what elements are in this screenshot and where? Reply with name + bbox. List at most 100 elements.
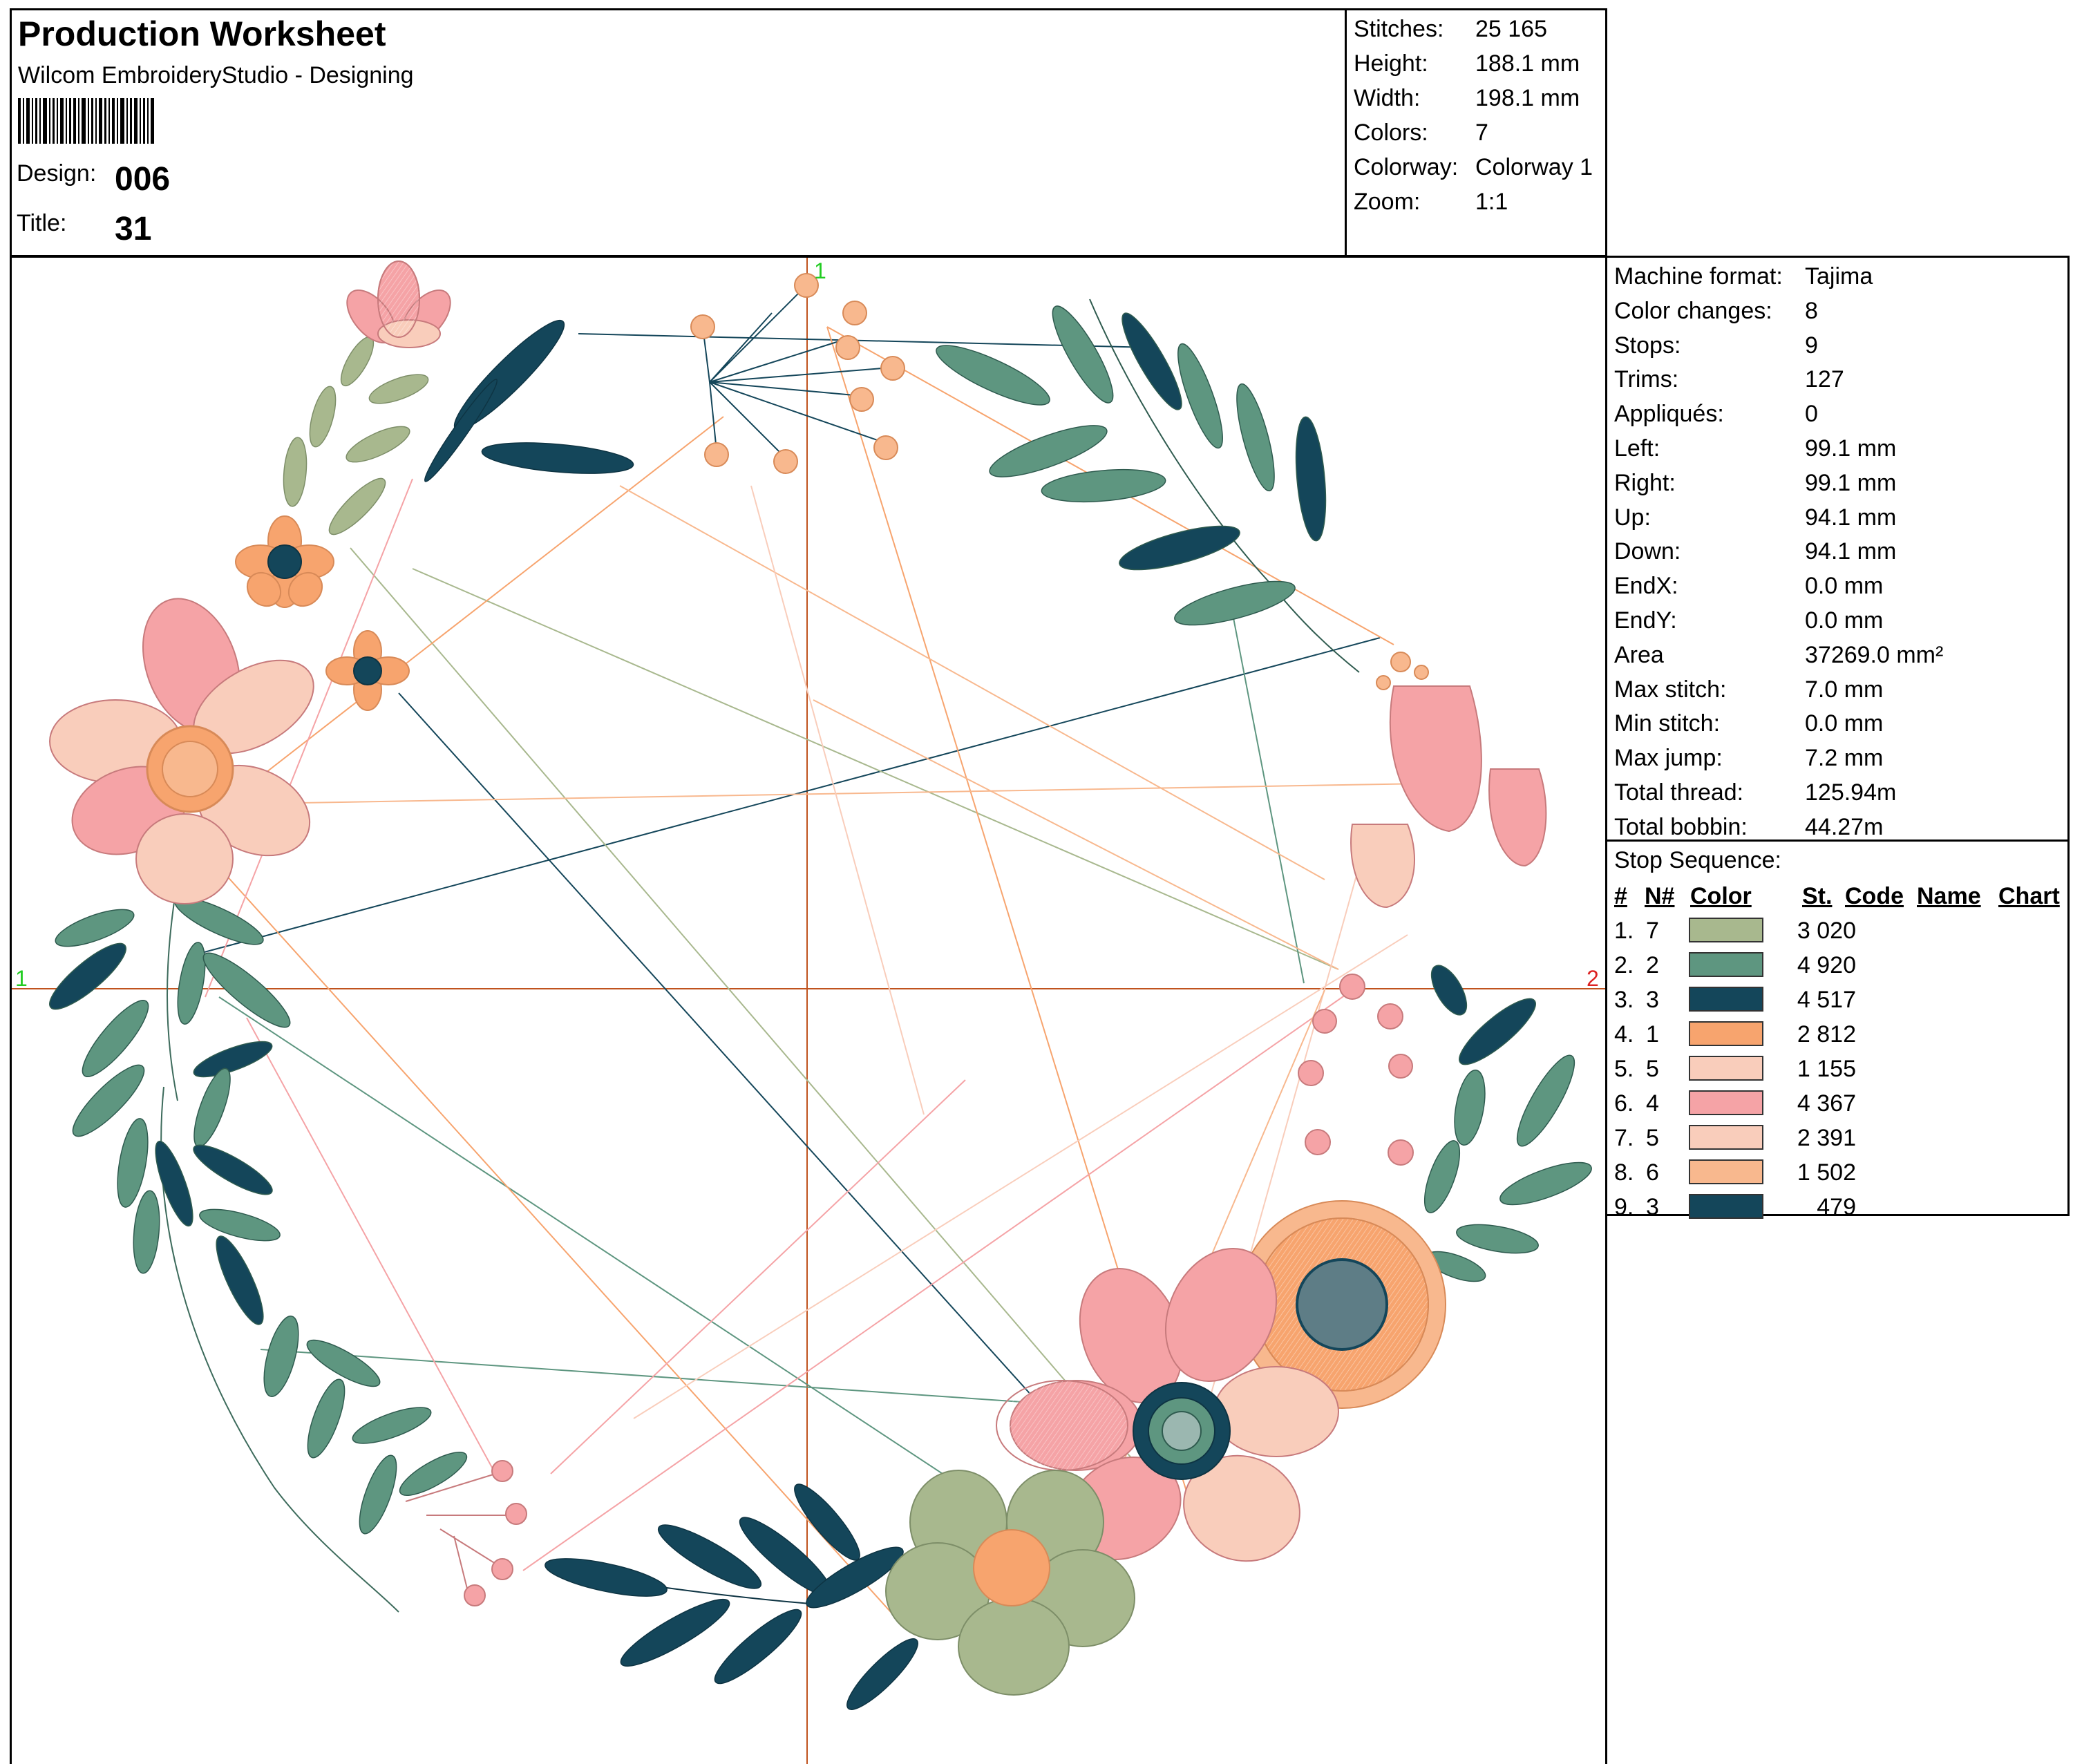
thread-color-swatch xyxy=(1689,1194,1763,1219)
summary-row: Colors: 7 xyxy=(1347,114,1605,149)
embroidery-design-preview xyxy=(12,258,1605,1764)
stop-index: 2. xyxy=(1614,952,1634,978)
design-value: 006 xyxy=(115,161,171,198)
summary-row: Width: 198.1 mm xyxy=(1347,79,1605,114)
stitch-count: 1 155 xyxy=(1797,1056,1856,1082)
machine-label: Machine format: xyxy=(1614,263,1783,290)
machine-row: EndX: 0.0 mm xyxy=(1607,567,2067,602)
machine-value: 44.27m xyxy=(1805,813,1884,840)
summary-row: Height: 188.1 mm xyxy=(1347,45,1605,79)
summary-value: 1:1 xyxy=(1475,189,1508,215)
stop-index: 8. xyxy=(1614,1159,1634,1186)
machine-row: Color changes: 8 xyxy=(1607,292,2067,327)
barcode-icon xyxy=(18,98,154,144)
summary-row: Zoom: 1:1 xyxy=(1347,183,1605,218)
needle-number: 4 xyxy=(1646,1090,1659,1117)
summary-row: Colorway: Colorway 1 xyxy=(1347,149,1605,183)
machine-label: EndY: xyxy=(1614,607,1677,634)
summary-value: 188.1 mm xyxy=(1475,50,1580,77)
machine-value: 9 xyxy=(1805,332,1818,359)
stop-index: 5. xyxy=(1614,1056,1634,1082)
thread-color-swatch xyxy=(1689,1021,1763,1046)
machine-row: Max jump: 7.2 mm xyxy=(1607,739,2067,774)
col-header-code: Code xyxy=(1845,883,1904,909)
col-header-st: St. xyxy=(1802,883,1833,909)
thread-color-swatch xyxy=(1689,987,1763,1012)
machine-value: 99.1 mm xyxy=(1805,435,1897,462)
needle-number: 5 xyxy=(1646,1125,1659,1151)
stop-sequence-row: 1. 7 3 020 xyxy=(1607,913,2073,948)
summary-label: Colors: xyxy=(1354,120,1428,146)
machine-label: EndX: xyxy=(1614,573,1678,600)
stop-index: 1. xyxy=(1614,918,1634,944)
needle-number: 3 xyxy=(1646,987,1659,1013)
stitch-count: 4 920 xyxy=(1797,952,1856,978)
stop-index: 7. xyxy=(1614,1125,1634,1151)
machine-value: 8 xyxy=(1805,297,1818,324)
summary-panel: Stitches: 25 165 Height: 188.1 mm Width: 198.… xyxy=(1345,8,1607,257)
machine-row: Appliqués: 0 xyxy=(1607,395,2067,430)
stop-sequence-row: 3. 3 4 517 xyxy=(1607,983,2073,1017)
stop-sequence-row: 8. 6 1 502 xyxy=(1607,1155,2073,1190)
needle-number: 5 xyxy=(1646,1056,1659,1082)
machine-row: Area 37269.0 mm² xyxy=(1607,636,2067,671)
machine-label: Trims: xyxy=(1614,366,1679,393)
machine-value: 94.1 mm xyxy=(1805,504,1897,531)
machine-row: Down: 94.1 mm xyxy=(1607,533,2067,567)
machine-row: Stops: 9 xyxy=(1607,327,2067,361)
machine-value: 0.0 mm xyxy=(1805,607,1884,634)
machine-value: 94.1 mm xyxy=(1805,538,1897,565)
col-header-num: # xyxy=(1614,883,1627,909)
machine-value: 127 xyxy=(1805,366,1844,393)
thread-color-swatch xyxy=(1689,1125,1763,1150)
worksheet-title: Production Worksheet xyxy=(18,15,386,53)
needle-number: 6 xyxy=(1646,1159,1659,1186)
stop-sequence-title: Stop Sequence: xyxy=(1614,847,1781,873)
machine-row: Max stitch: 7.0 mm xyxy=(1607,671,2067,705)
machine-label: Left: xyxy=(1614,435,1660,462)
machine-label: Appliqués: xyxy=(1614,401,1724,428)
stitch-count: 4 367 xyxy=(1797,1090,1856,1117)
stop-sequence-row: 5. 5 1 155 xyxy=(1607,1052,2073,1086)
stop-sequence-row: 9. 3 479 xyxy=(1607,1190,2073,1224)
axis-label-left: 1 xyxy=(15,966,28,991)
machine-row: Left: 99.1 mm xyxy=(1607,430,2067,464)
title-value: 31 xyxy=(115,211,152,247)
summary-label: Colorway: xyxy=(1354,154,1459,180)
summary-value: 7 xyxy=(1475,120,1488,146)
col-header-n: N# xyxy=(1645,883,1675,909)
machine-row: Up: 94.1 mm xyxy=(1607,499,2067,533)
col-header-name: Name xyxy=(1917,883,1981,909)
summary-label: Height: xyxy=(1354,50,1428,77)
stop-index: 4. xyxy=(1614,1021,1634,1047)
stitch-count: 479 xyxy=(1817,1194,1856,1220)
axis-label-top: 1 xyxy=(814,258,826,283)
machine-row: Trims: 127 xyxy=(1607,361,2067,395)
thread-color-swatch xyxy=(1689,1056,1763,1081)
summary-label: Zoom: xyxy=(1354,189,1421,215)
needle-number: 2 xyxy=(1646,952,1659,978)
stop-index: 3. xyxy=(1614,987,1634,1013)
machine-row: Min stitch: 0.0 mm xyxy=(1607,705,2067,739)
summary-value: 198.1 mm xyxy=(1475,85,1580,111)
machine-label: Max jump: xyxy=(1614,745,1723,772)
col-header-color: Color xyxy=(1690,883,1752,909)
machine-row: Machine format: Tajima xyxy=(1607,258,2067,292)
machine-label: Max stitch: xyxy=(1614,676,1727,703)
machine-label: Up: xyxy=(1614,504,1651,531)
stop-index: 9. xyxy=(1614,1194,1634,1220)
thread-color-swatch xyxy=(1689,1090,1763,1115)
machine-row: Right: 99.1 mm xyxy=(1607,464,2067,499)
machine-label: Total thread: xyxy=(1614,779,1744,806)
stop-sequence-panel: Stop Sequence: # N# Color St. Code Name … xyxy=(1605,840,2073,1220)
needle-number: 7 xyxy=(1646,918,1659,944)
design-label: Design: xyxy=(17,160,97,187)
title-label: Title: xyxy=(17,210,67,236)
machine-value: Tajima xyxy=(1805,263,1873,290)
machine-value: 0 xyxy=(1805,401,1818,428)
machine-label: Stops: xyxy=(1614,332,1681,359)
stop-sequence-row: 2. 2 4 920 xyxy=(1607,948,2073,983)
stitch-count: 3 020 xyxy=(1797,918,1856,944)
summary-label: Stitches: xyxy=(1354,16,1444,42)
needle-number: 1 xyxy=(1646,1021,1659,1047)
